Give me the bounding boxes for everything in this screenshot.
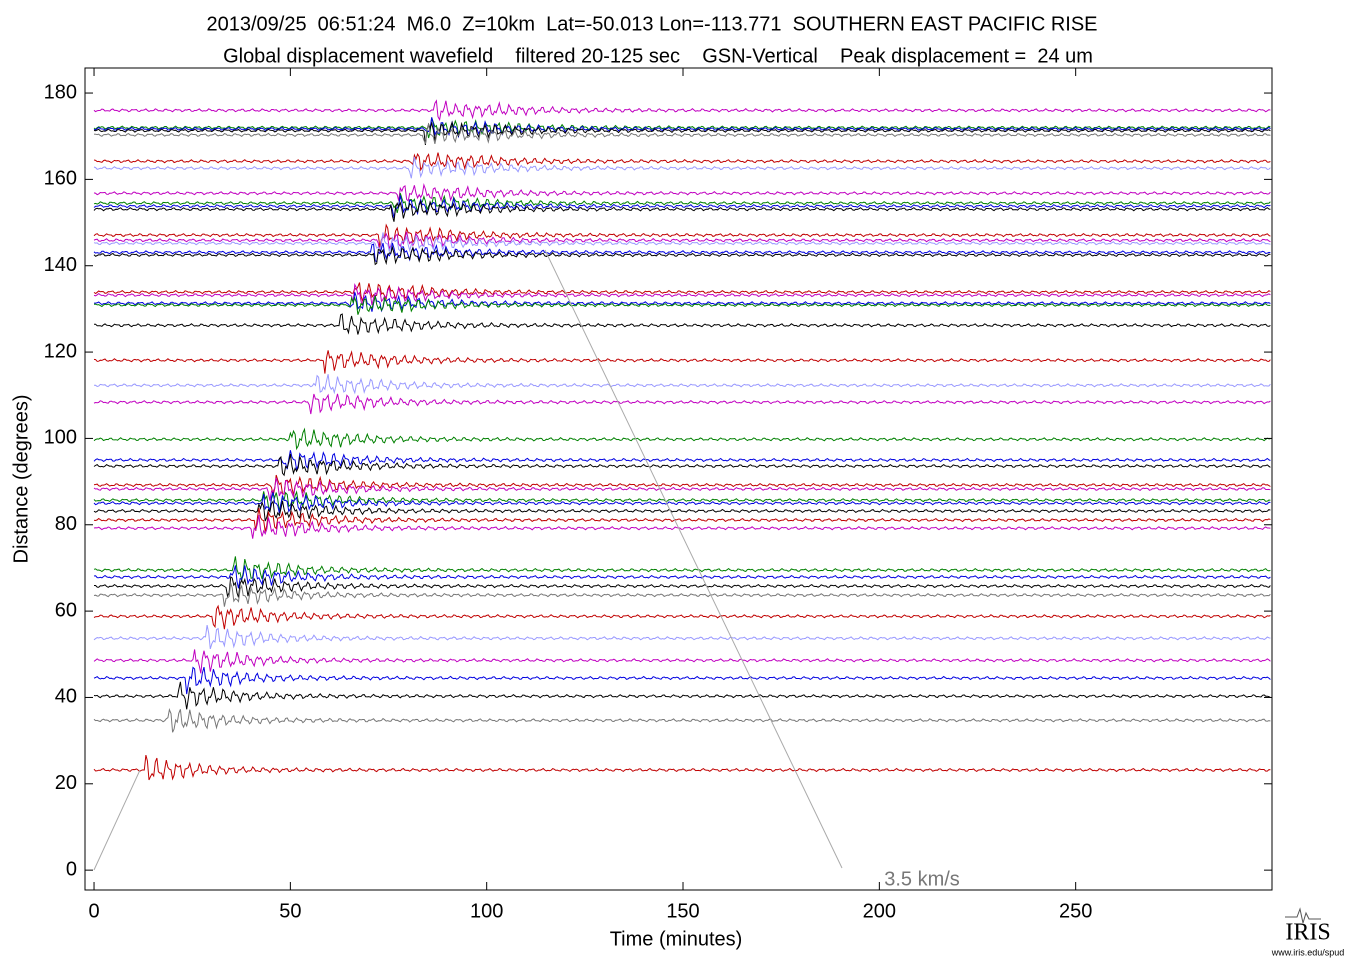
logo: IRIS [1285, 920, 1330, 946]
seismic-trace [93, 242, 1271, 263]
seismic-trace [93, 427, 1271, 451]
traces [93, 99, 1271, 781]
seismic-trace [93, 604, 1271, 630]
x-tick-label: 150 [666, 900, 699, 922]
y-tick-label: 60 [55, 599, 77, 621]
seismic-trace [93, 707, 1271, 733]
annotation: 3.5 km/s [884, 868, 960, 890]
seismic-trace [93, 350, 1271, 374]
seismic-trace [93, 666, 1271, 695]
chart-title: 2013/09/25 06:51:24 M6.0 Z=10km Lat=-50.… [206, 13, 1097, 35]
seismic-trace [93, 117, 1271, 139]
seismic-trace [93, 514, 1271, 539]
seismic-trace [93, 183, 1271, 203]
y-axis-label: Distance (degrees) [10, 395, 32, 564]
seismic-trace [93, 120, 1271, 146]
seismic-trace [94, 576, 1271, 598]
seismic-trace [93, 152, 1271, 172]
x-tick-label: 50 [279, 900, 301, 922]
y-tick-label: 20 [55, 772, 77, 794]
seismic-trace [94, 374, 1271, 395]
seismic-trace [93, 195, 1271, 218]
seismic-trace [93, 117, 1271, 139]
seismic-trace [93, 754, 1271, 781]
seismic-trace [93, 199, 1271, 222]
y-tick-label: 100 [44, 427, 77, 449]
seismic-trace [93, 556, 1271, 581]
logo-url: www.iris.edu/spud [1271, 947, 1345, 957]
logo-wave [1285, 907, 1321, 924]
x-tick-label: 100 [470, 900, 503, 922]
plot-area [85, 68, 1272, 890]
velocity-line [93, 769, 141, 871]
seismic-trace [93, 490, 1271, 512]
seismic-trace [93, 295, 1271, 315]
seismic-trace [93, 156, 1271, 179]
y-tick-label: 0 [66, 858, 77, 880]
seismic-trace [93, 453, 1271, 477]
seismic-trace [94, 292, 1271, 313]
seismic-trace [93, 582, 1271, 607]
seismic-trace [93, 450, 1271, 472]
seismic-trace [93, 232, 1271, 254]
plot-frame [84, 67, 1273, 891]
seismic-trace [93, 393, 1271, 415]
seismic-trace [93, 99, 1271, 122]
y-tick-label: 140 [44, 254, 77, 276]
y-tick-label: 80 [55, 513, 77, 535]
seismic-trace [93, 474, 1271, 496]
seismic-trace [93, 123, 1271, 145]
seismic-trace [93, 624, 1271, 650]
seismic-trace [93, 491, 1271, 514]
y-tick-label: 120 [44, 340, 77, 362]
seismic-trace [93, 231, 1271, 255]
velocity-line [544, 249, 843, 869]
seismic-trace [93, 193, 1271, 214]
seismic-trace [93, 223, 1271, 248]
seismic-trace [93, 681, 1271, 710]
y-tick-label: 160 [44, 168, 77, 190]
seismic-trace [93, 477, 1271, 501]
x-tick-label: 0 [88, 900, 99, 922]
y-tick-label: 40 [55, 686, 77, 708]
seismic-trace [93, 649, 1271, 674]
seismic-trace [93, 499, 1271, 522]
x-axis-label: Time (minutes) [610, 928, 743, 950]
x-tick-label: 250 [1059, 900, 1092, 922]
seismic-trace [93, 565, 1271, 589]
seismic-trace [93, 282, 1271, 302]
seismic-trace [94, 313, 1271, 335]
y-tick-label: 180 [44, 81, 77, 103]
seismic-trace [93, 507, 1271, 532]
seismic-trace [93, 282, 1271, 307]
chart-subtitle: Global displacement wavefield filtered 2… [223, 45, 1093, 67]
x-tick-label: 200 [863, 900, 896, 922]
seismic-trace [93, 245, 1271, 266]
